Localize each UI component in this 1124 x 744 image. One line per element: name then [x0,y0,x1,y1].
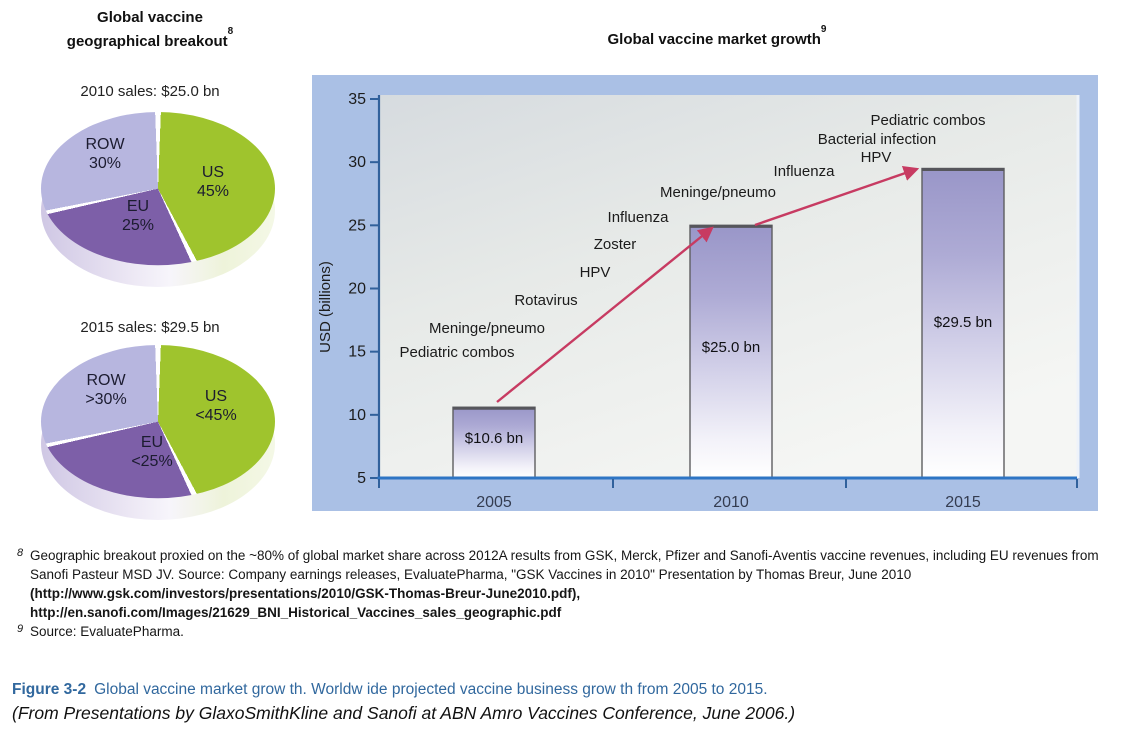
footnote-8: 8 Geographic breakout proxied on the ~80… [10,546,1102,622]
growth-arrow-2010-2015 [754,165,920,227]
pie-panel-title-line2: geographical breakout [66,33,228,50]
figure-caption: Figure 3-2 Global vaccine market grow th.… [12,681,1117,724]
x-category-label-2005: 2005 [476,494,512,511]
bar-2010 [689,224,773,479]
pie-2010-eu-name: EU [126,198,150,215]
pie-2010-label-eu: EU 25% [122,197,154,235]
annotation-arrow1-4: Zoster [594,236,637,253]
pie-chart-2010: ROW 30% US 45% EU 25% [41,112,275,288]
bar-chart-title: Global vaccine market growth9 [332,24,1102,48]
pie-2010-eu-value: 25% [121,217,155,234]
footnote-9-marker: 9 [16,623,24,635]
pie-2010-label-us: US 45% [197,163,229,201]
bar-value-label-2010: $25.0 bn [702,339,760,356]
x-category-label-2010: 2010 [713,494,749,511]
pie-2015-eu-name: EU [140,434,164,451]
pie-2010-slices [41,112,275,266]
pie-2010-subtitle: 2010 sales: $25.0 bn [80,83,220,100]
annotation-arrow1-1: Meninge/pneumo [429,320,545,337]
footnote-ref-8: 8 [227,26,234,37]
annotation-arrow2-0: Meninge/pneumo [660,184,776,201]
pie-2015-row-value: >30% [85,391,127,408]
pie-panel-title-line1: Global vaccine [97,9,203,26]
pie-chart-2015: ROW >30% US <45% EU <25% [41,345,275,521]
pie-2015-label-eu: EU <25% [131,433,172,471]
bar-value-label-2005: $10.6 bn [465,430,523,447]
bar-chart-svg: $10.6 bn $25.0 bn $29.5 bn 5 10 15 20 25 30 35 200… [317,91,1080,511]
bar-chart-title-text: Global vaccine market growth [607,31,821,48]
footnote-segment: (http://www.gsk.com/investors/presentati… [30,586,581,620]
footnote-9: 9 Source: EvaluatePharma. [10,622,1102,641]
y-tick-label-20: 20 [348,281,366,298]
caption-figure-label: Figure 3-2 [12,681,87,698]
annotation-arrow2-3: Bacterial infection [818,131,936,148]
annotation-arrow1-3: HPV [580,264,611,281]
pie-2015-row-name: ROW [86,372,126,389]
pie-2015-eu-value: <25% [131,453,173,470]
caption-line1: Figure 3-2 Global vaccine market grow th.… [12,681,1117,699]
pie-2015-us-value: <45% [195,407,237,424]
y-tick-label-30: 30 [348,154,366,171]
pie-2015-subtitle: 2015 sales: $29.5 bn [80,319,220,336]
growth-arrow-2005-2010 [496,226,714,403]
bar-chart-panel: $10.6 bn $25.0 bn $29.5 bn 5 10 15 20 25 30 35 200… [312,75,1098,511]
footnote-segment: Source: EvaluatePharma. [30,624,184,639]
pie-2010-label-row: ROW 30% [85,135,124,173]
bar-value-label-2015: $29.5 bn [934,314,992,331]
footnote-9-text: Source: EvaluatePharma. [30,622,1102,641]
annotation-arrow2-1: Influenza [774,163,836,180]
pie-2015-slices [41,345,275,499]
annotation-arrow1-5: Influenza [608,209,670,226]
caption-source: (From Presentations by GlaxoSmithKline a… [12,703,796,723]
footnote-8-text: Geographic breakout proxied on the ~80% … [30,546,1102,622]
pie-2015-label-row: ROW >30% [85,371,126,409]
pie-2010-us-value: 45% [196,183,230,200]
footnotes: 8 Geographic breakout proxied on the ~80… [10,546,1102,641]
pie-2010-row-name: ROW [85,136,125,153]
y-axis-title: USD (billions) [317,261,334,353]
pie-2015-us-name: US [204,388,228,405]
footnote-8-marker: 8 [16,547,24,559]
y-tick-label-25: 25 [348,217,366,234]
pie-panel-title: Global vaccine geographical breakout8 [0,8,300,52]
x-category-label-2015: 2015 [945,494,981,511]
footnote-ref-9: 9 [820,24,827,35]
annotation-arrow2-4: Pediatric combos [870,112,985,129]
y-tick-label-10: 10 [348,407,366,424]
footnote-segment: Geographic breakout proxied on the ~80% … [30,548,1099,582]
annotation-arrow1-2: Rotavirus [514,292,577,309]
pie-2015-label-us: US <45% [195,387,236,425]
pie-2010-row-value: 30% [88,155,122,172]
annotation-arrow2-2: HPV [861,149,892,166]
caption-text: Global vaccine market grow th. Worldw id… [94,681,768,698]
pie-2010-us-name: US [201,164,225,181]
y-tick-label-35: 35 [348,91,366,108]
annotation-arrow1-0: Pediatric combos [399,344,514,361]
y-tick-label-15: 15 [348,344,366,361]
y-tick-label-5: 5 [357,470,366,487]
